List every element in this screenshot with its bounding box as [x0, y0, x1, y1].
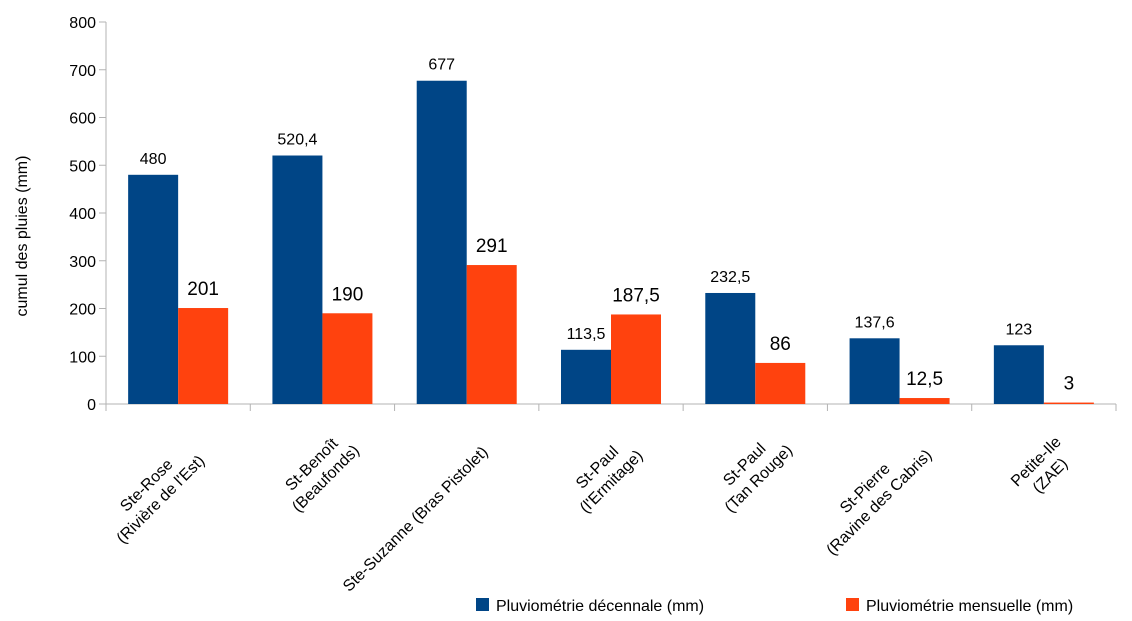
data-label: 677	[428, 57, 455, 74]
bar-mensuelle	[322, 313, 373, 404]
category-label-text: Petite-Ile(ZAE)	[1008, 434, 1079, 505]
category-label: St-Pierre(Ravine des Cabris)	[809, 433, 936, 559]
bar-decennale	[705, 292, 756, 404]
category-label: St-Benoît(Beaufonds)	[275, 428, 363, 516]
bar-mensuelle	[755, 362, 806, 404]
legend-label: Pluviométrie décennale (mm)	[496, 598, 704, 615]
y-tick-label: 300	[69, 254, 96, 271]
axes: 0 100 200 300 400 500 600 700 800	[69, 15, 1117, 414]
category-label-line: Ste-Suzanne (Bras Pistolet)	[340, 444, 492, 596]
category-label: St-Paul(l'Ermitage)	[563, 433, 647, 517]
bar-decennale	[416, 80, 467, 405]
y-tick-label: 200	[69, 302, 96, 319]
category-label-text: Ste-Suzanne (Bras Pistolet)	[340, 444, 492, 596]
category-label: Ste-Suzanne (Bras Pistolet)	[340, 444, 492, 596]
y-tick-label: 700	[69, 63, 96, 80]
category-labels: Ste-Rose(Rivière de l'Est) St-Benoît(Beau…	[100, 428, 1079, 596]
data-label: 232,5	[710, 269, 750, 286]
y-tick-label: 400	[69, 206, 96, 223]
bar-decennale	[849, 338, 900, 404]
data-label: 201	[187, 279, 219, 300]
data-label: 520,4	[277, 132, 317, 149]
bar-decennale	[272, 155, 323, 404]
legend-label: Pluviométrie mensuelle (mm)	[866, 598, 1073, 615]
data-label: 480	[140, 151, 167, 168]
y-tick-label: 500	[69, 158, 96, 175]
y-tick-label: 100	[69, 349, 96, 366]
category-label-text: St-Pierre(Ravine des Cabris)	[809, 433, 935, 559]
data-label: 291	[476, 236, 508, 257]
data-label: 190	[332, 284, 364, 305]
category-label: St-Paul(Tan Rouge)	[708, 428, 796, 516]
category-label-text: St-Benoît(Beaufonds)	[275, 428, 363, 516]
bars	[128, 80, 1094, 405]
data-label: 113,5	[567, 326, 606, 343]
bar-mensuelle	[466, 265, 517, 404]
data-label: 137,6	[855, 314, 895, 331]
y-tick-label: 0	[87, 397, 96, 414]
legend: Pluviométrie décennale (mm) Pluviométrie …	[476, 598, 1073, 615]
data-label: 86	[770, 334, 791, 355]
category-label-text: St-Paul(l'Ermitage)	[563, 433, 647, 517]
data-label: 123	[1006, 321, 1033, 338]
category-label: Ste-Rose(Rivière de l'Est)	[100, 438, 209, 548]
bar-mensuelle	[178, 308, 229, 404]
data-label: 3	[1064, 374, 1075, 395]
y-tick-label: 800	[69, 15, 96, 32]
legend-swatch	[476, 598, 489, 611]
bar-decennale	[561, 349, 611, 404]
data-labels: 480 520,4 677 113,5 232,5 137,6 123 201 190 291 18…	[140, 57, 1074, 395]
y-tick-label: 600	[69, 111, 96, 128]
y-axis-label: cumul des pluies (mm)	[14, 156, 31, 317]
data-label: 187,5	[612, 285, 660, 306]
data-label: 12,5	[906, 369, 943, 390]
bar-mensuelle	[1043, 402, 1094, 404]
bar-mensuelle	[899, 398, 950, 404]
category-label-text: Ste-Rose(Rivière de l'Est)	[100, 438, 209, 547]
category-label: Petite-Ile(ZAE)	[1008, 434, 1079, 505]
bar-decennale	[993, 345, 1044, 404]
category-label-text: St-Paul(Tan Rouge)	[708, 428, 796, 516]
bar-mensuelle	[611, 314, 661, 404]
bar-decennale	[128, 174, 179, 404]
legend-swatch	[846, 598, 859, 611]
